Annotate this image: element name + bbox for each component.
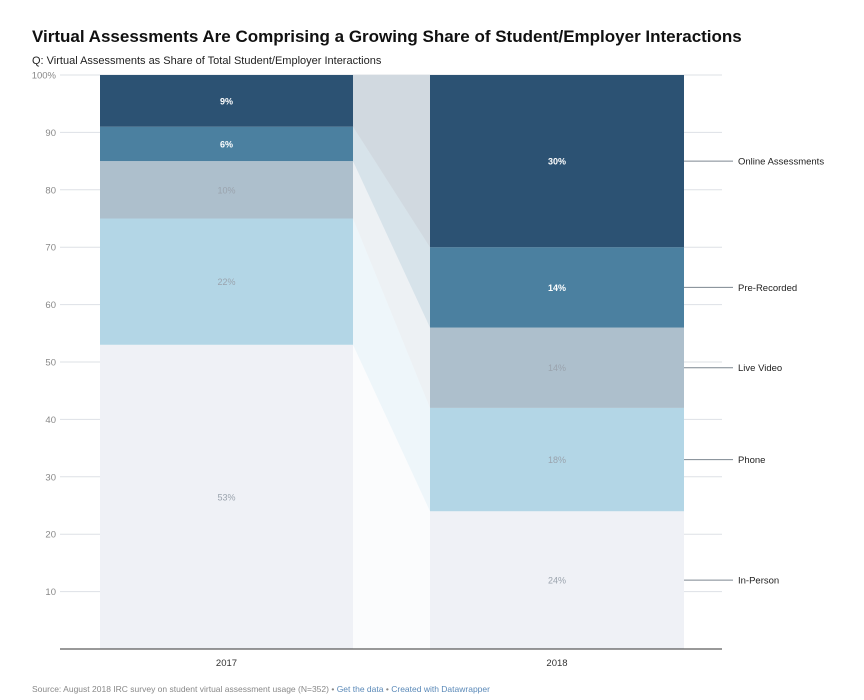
data-label: 53% [217, 492, 235, 502]
connector-background [353, 75, 430, 649]
connector-band [353, 161, 430, 408]
y-tick-label: 20 [45, 530, 56, 541]
footer-separator: • [331, 684, 335, 694]
data-label: 22% [217, 277, 235, 287]
bar-segment [100, 75, 353, 127]
x-tick-label: 2017 [216, 658, 237, 669]
created-with-link[interactable]: Created with Datawrapper [391, 684, 490, 694]
data-label: 6% [220, 139, 233, 149]
bar-segment [100, 126, 353, 162]
data-label: 10% [217, 185, 235, 195]
bar-segment [100, 344, 353, 649]
y-tick-label: 90 [45, 128, 56, 139]
y-tick-label: 30 [45, 472, 56, 483]
y-tick-label: 100% [32, 71, 57, 82]
chart-footer: Source: August 2018 IRC survey on studen… [32, 684, 490, 694]
bar-segment [430, 407, 684, 512]
bar-segment [430, 327, 684, 408]
legend-label: In-Person [738, 576, 779, 587]
data-label: 14% [548, 283, 566, 293]
data-label: 24% [548, 576, 566, 586]
bar-segment [430, 75, 684, 248]
connector-band [353, 126, 430, 328]
get-data-link[interactable]: Get the data [336, 684, 384, 694]
legend-label: Live Video [738, 363, 782, 374]
bar-segment [100, 218, 353, 345]
y-tick-label: 80 [45, 185, 56, 196]
data-label: 30% [548, 157, 566, 167]
legend-label: Pre-Recorded [738, 283, 797, 294]
data-label: 14% [548, 363, 566, 373]
connector-band [353, 75, 430, 248]
bar-segment [100, 161, 353, 219]
data-label: 18% [548, 455, 566, 465]
bar-segment [430, 247, 684, 328]
connector-band [353, 218, 430, 512]
y-tick-label: 40 [45, 415, 56, 426]
y-tick-label: 60 [45, 300, 56, 311]
bar-segment [430, 511, 684, 649]
legend-label: Online Assessments [738, 157, 824, 168]
y-tick-label: 10 [45, 587, 56, 598]
footer-separator: • [385, 684, 389, 694]
connector-band [353, 344, 430, 649]
chart-title: Virtual Assessments Are Comprising a Gro… [32, 27, 742, 46]
y-tick-label: 70 [45, 243, 56, 254]
y-tick-label: 50 [45, 358, 56, 369]
legend-label: Phone [738, 455, 765, 466]
source-note: Source: August 2018 IRC survey on studen… [32, 684, 329, 694]
x-tick-label: 2018 [546, 658, 567, 669]
chart-subtitle: Q: Virtual Assessments as Share of Total… [32, 55, 382, 67]
data-label: 9% [220, 96, 233, 106]
